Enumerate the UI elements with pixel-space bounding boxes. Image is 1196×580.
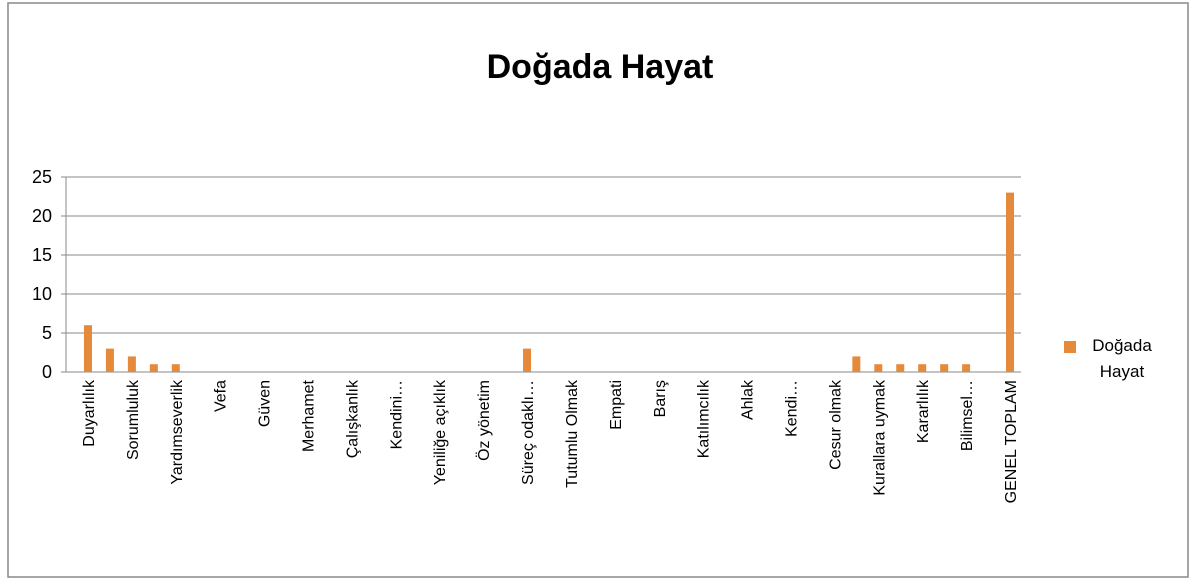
x-tick-label: Katılımcılık [696,379,713,458]
y-tick-label: 25 [32,167,52,187]
bar [523,348,532,372]
bar [1006,192,1015,372]
x-tick-label: Bilimsel… [959,380,976,451]
x-tick-label: Çalışkanlık [344,379,361,458]
chart-title: Doğada Hayat [486,48,714,86]
bar [105,348,114,372]
chart-border [7,2,1189,578]
legend-swatch [1064,341,1076,353]
x-tick-label: Süreç odaklı… [520,380,537,485]
x-tick-label: Barış [652,380,669,417]
bar [874,364,883,372]
x-tick-label: Empati [608,380,625,430]
x-tick-label: Kurallara uymak [871,379,888,496]
bar [918,364,927,372]
bar [171,364,180,372]
x-tick-label: GENEL TOPLAM [1003,380,1020,503]
y-tick-label: 0 [42,362,52,382]
y-tick-label: 10 [32,284,52,304]
x-tick-label: Merhamet [301,379,318,452]
x-tick-label: Vefa [213,380,230,412]
x-tick-label: Kendi… [783,380,800,437]
x-tick-label: Duyarlılık [81,379,98,447]
x-tick-label: Ahlak [740,379,757,420]
bar [852,356,861,372]
x-tick-label: Öz yönetim [475,380,493,461]
y-tick-label: 5 [42,323,52,343]
bar [149,364,158,372]
x-tick-label: Güven [257,380,274,427]
x-tick-label: Cesur olmak [827,379,844,470]
x-tick-label: Kararlılık [915,379,932,443]
bar [962,364,971,372]
bar [940,364,949,372]
x-tick-label: Tutumlu Olmak [564,379,581,488]
bar [896,364,905,372]
y-tick-label: 15 [32,245,52,265]
x-tick-label: Yardımseverlik [169,379,186,485]
bar [127,356,136,372]
legend-label: Doğada Hayat [1092,336,1152,381]
bar [83,325,92,372]
x-tick-label: Kendini… [388,380,405,449]
x-tick-label: Yeniliğe açıklık [432,379,449,485]
x-tick-label: Sorumluluk [125,379,142,460]
y-tick-label: 20 [32,206,52,226]
